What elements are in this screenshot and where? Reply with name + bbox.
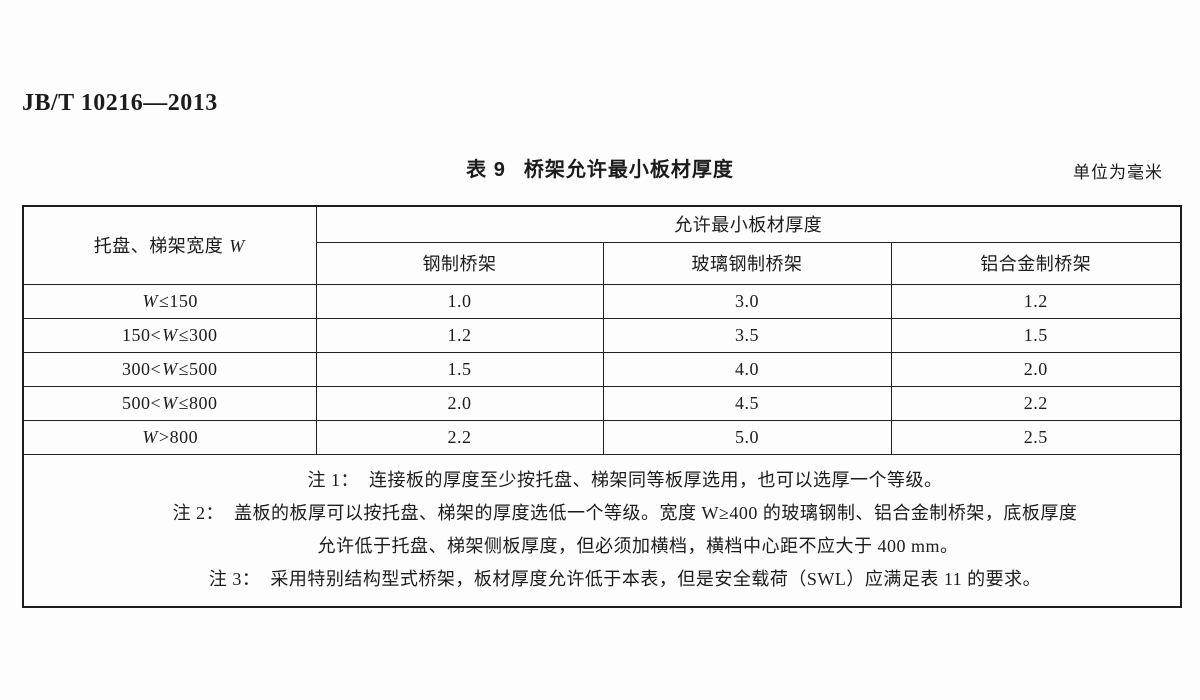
table-header-row-1: 托盘、梯架宽度 W 允许最小板材厚度 <box>22 205 1182 285</box>
width-range-cell: W>800 <box>22 419 317 455</box>
frp-thickness-cell: 3.5 <box>602 317 892 353</box>
table-row: W>800 2.2 5.0 2.5 <box>22 419 1182 455</box>
note-item: 注 1： 连接板的厚度至少按托盘、梯架同等板厚选用，也可以选厚一个等级。 <box>24 464 1162 497</box>
note-label: 注 2： <box>172 502 225 523</box>
width-symbol: W <box>142 426 158 447</box>
note-item: 注 2： 盖板的板厚可以按托盘、梯架的厚度选低一个等级。宽度 W≥400 的玻璃钢… <box>24 497 1162 563</box>
width-range-cell: 300<W≤500 <box>22 351 317 387</box>
table-row: 150<W≤300 1.2 3.5 1.5 <box>22 317 1182 353</box>
header-width-column: 托盘、梯架宽度 W <box>22 205 317 285</box>
frp-thickness-cell: 3.0 <box>602 283 892 319</box>
header-allowed-min-thickness: 允许最小板材厚度 <box>315 205 1182 243</box>
width-symbol: W <box>162 324 178 345</box>
caption-title: 桥架允许最小板材厚度 <box>523 159 734 181</box>
table-caption: 表 9 桥架允许最小板材厚度 <box>0 153 1200 182</box>
aluminum-thickness-cell: 2.5 <box>890 419 1182 455</box>
steel-thickness-cell: 2.2 <box>315 419 604 455</box>
frp-thickness-cell: 4.0 <box>602 351 892 387</box>
table-header-row-2: 钢制桥架 玻璃钢制桥架 铝合金制桥架 <box>23 241 1182 285</box>
aluminum-thickness-cell: 2.2 <box>890 385 1182 421</box>
width-range-cell: W≤150 <box>22 283 317 319</box>
unit-note: 单位为毫米 <box>1073 163 1163 182</box>
header-frp-tray: 玻璃钢制桥架 <box>602 241 892 285</box>
width-symbol: W <box>162 358 178 379</box>
aluminum-thickness-cell: 1.5 <box>890 317 1182 353</box>
caption-table-label: 表 9 <box>466 159 506 181</box>
header-steel-tray: 钢制桥架 <box>315 241 604 285</box>
steel-thickness-cell: 1.5 <box>315 351 604 387</box>
note-text: 连接板的厚度至少按托盘、梯架同等板厚选用，也可以选厚一个等级。 <box>369 469 943 490</box>
table-row: 300<W≤500 1.5 4.0 2.0 <box>22 351 1182 387</box>
note-text-continuation: 允许低于托盘、梯架侧板厚度，但必须加横档，横档中心距不应大于 400 mm。 <box>317 535 959 556</box>
note-text: 盖板的板厚可以按托盘、梯架的厚度选低一个等级。宽度 W≥400 的玻璃钢制、铝合… <box>234 502 1078 523</box>
width-symbol: W <box>142 290 159 311</box>
width-range-cell: 500<W≤800 <box>22 385 317 421</box>
width-symbol: W <box>162 392 178 413</box>
min-thickness-table: 托盘、梯架宽度 W 允许最小板材厚度 钢制桥架 玻璃钢制桥架 铝合金制桥架 W≤… <box>22 205 1183 608</box>
aluminum-thickness-cell: 1.2 <box>890 283 1182 319</box>
note-label: 注 3： <box>208 568 261 589</box>
frp-thickness-cell: 5.0 <box>602 419 892 455</box>
header-aluminum-tray: 铝合金制桥架 <box>890 241 1182 285</box>
width-range-cell: 150<W≤300 <box>22 317 317 353</box>
header-width-text: 托盘、梯架宽度 <box>93 236 224 257</box>
table-notes-row: 注 1： 连接板的厚度至少按托盘、梯架同等板厚选用，也可以选厚一个等级。 注 2：… <box>22 453 1182 607</box>
width-symbol: W <box>229 236 245 257</box>
doc-number: JB/T 10216—2013 <box>22 90 218 116</box>
note-text: 采用特别结构型式桥架，板材厚度允许低于本表，但是安全载荷（SWL）应满足表 11… <box>270 568 1042 589</box>
table-notes: 注 1： 连接板的厚度至少按托盘、梯架同等板厚选用，也可以选厚一个等级。 注 2：… <box>22 453 1182 607</box>
note-item: 注 3： 采用特别结构型式桥架，板材厚度允许低于本表，但是安全载荷（SWL）应满足… <box>24 563 1162 596</box>
steel-thickness-cell: 2.0 <box>315 385 604 421</box>
frp-thickness-cell: 4.5 <box>602 385 892 421</box>
note-label: 注 1： <box>307 469 359 490</box>
table-row: W≤150 1.0 3.0 1.2 <box>22 283 1182 319</box>
table-row: 500<W≤800 2.0 4.5 2.2 <box>22 385 1182 421</box>
aluminum-thickness-cell: 2.0 <box>890 351 1182 387</box>
steel-thickness-cell: 1.0 <box>315 283 604 319</box>
steel-thickness-cell: 1.2 <box>315 317 604 353</box>
